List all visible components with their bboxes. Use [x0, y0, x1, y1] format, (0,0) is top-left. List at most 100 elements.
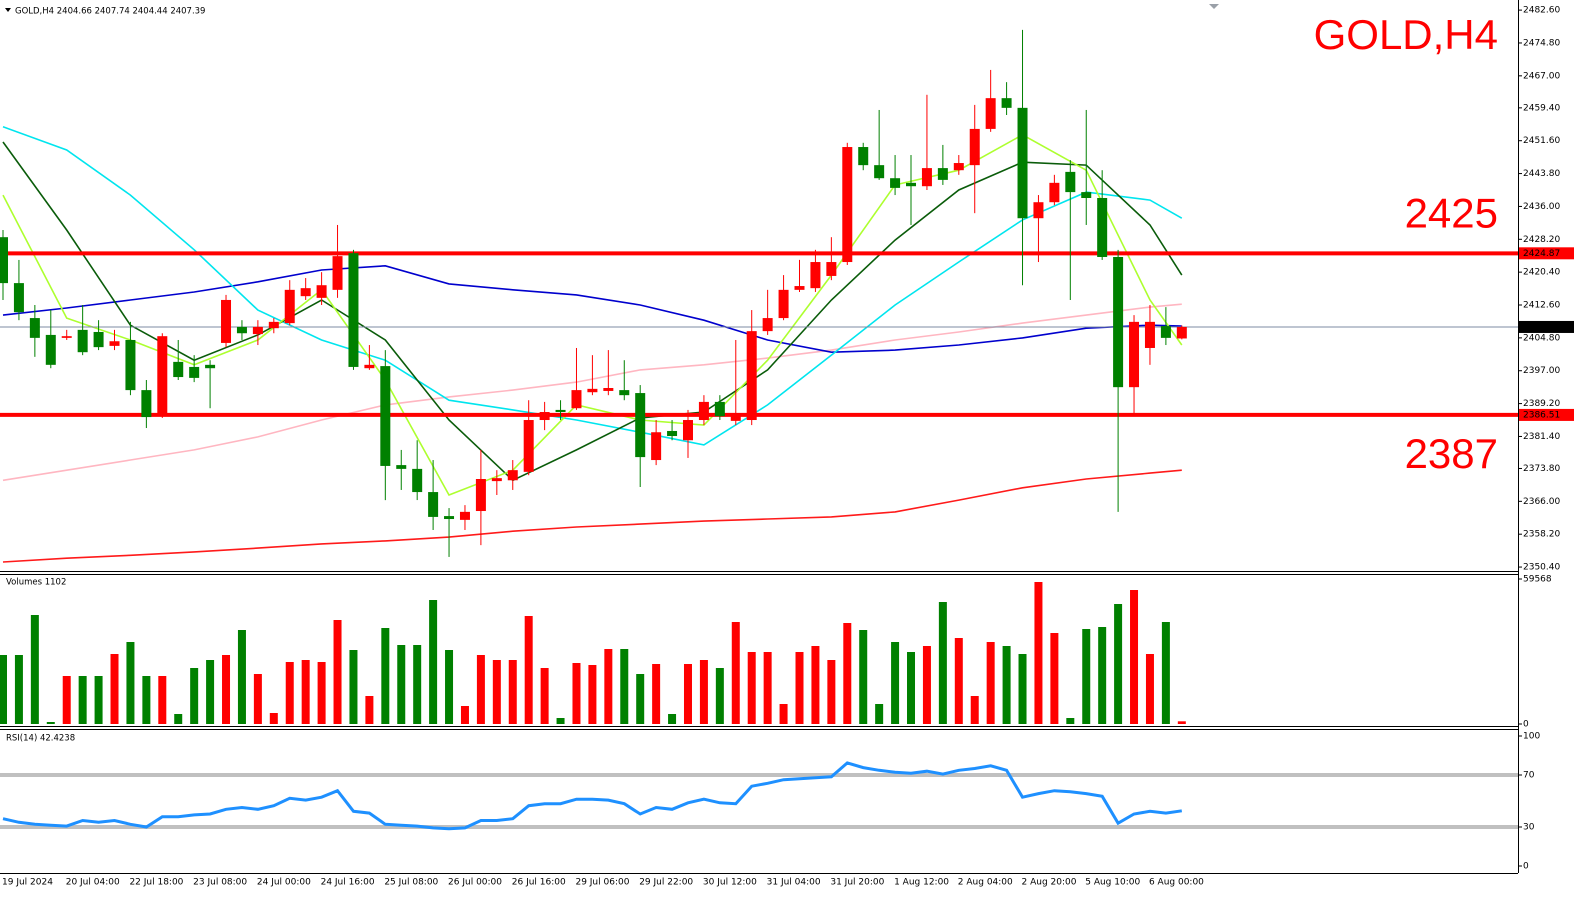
x-tick-label: 1 Aug 12:00 — [894, 878, 949, 888]
volume-bar — [1082, 629, 1091, 724]
volume-bar — [222, 655, 231, 724]
candle-body — [507, 470, 518, 481]
candle-body — [491, 478, 502, 482]
volume-bar — [190, 668, 199, 724]
x-tick-label: 31 Jul 20:00 — [830, 878, 884, 888]
candle-body — [13, 283, 24, 313]
volume-bar — [158, 676, 167, 724]
volume-bar — [1145, 654, 1154, 724]
candle-body — [858, 147, 869, 166]
y-tick-label: 2350.40 — [1523, 563, 1560, 573]
candle-body — [635, 393, 646, 458]
chart-title: GOLD,H4 — [1314, 11, 1498, 58]
candle-body — [428, 492, 439, 517]
x-tick-label: 2 Aug 20:00 — [1022, 878, 1077, 888]
candle-body — [746, 331, 757, 421]
y-tick-label: 2467.00 — [1523, 71, 1560, 81]
x-tick-label: 29 Jul 06:00 — [575, 878, 629, 888]
volume-bar — [30, 615, 39, 724]
candle-body — [205, 364, 216, 369]
volume-bar — [476, 655, 485, 724]
y-tick-label: 2397.00 — [1523, 366, 1560, 376]
candle-body — [0, 237, 8, 284]
volume-bar — [1018, 654, 1027, 724]
y-tick-label: 0 — [1523, 720, 1529, 730]
candle-body — [300, 288, 311, 297]
volume-bar — [986, 642, 995, 724]
candle-body — [396, 465, 407, 469]
candle-body — [364, 364, 375, 369]
candle-body — [1017, 107, 1028, 219]
volume-bar — [540, 668, 549, 724]
x-tick-label: 20 Jul 04:00 — [66, 878, 120, 888]
candle-body — [157, 336, 168, 415]
volume-bar — [62, 676, 71, 724]
volume-bar — [875, 704, 884, 724]
y-tick-label: 2366.00 — [1523, 497, 1560, 507]
candle-body — [619, 390, 630, 396]
candle-body — [1176, 326, 1187, 339]
x-tick-label: 24 Jul 00:00 — [257, 878, 311, 888]
x-tick-label: 30 Jul 12:00 — [703, 878, 757, 888]
moving-average — [2, 264, 1182, 354]
candle-body — [603, 388, 614, 391]
candle-body — [794, 286, 805, 290]
x-tick-label: 26 Jul 16:00 — [512, 878, 566, 888]
y-tick-label: 2482.60 — [1523, 6, 1560, 16]
candle-body — [252, 326, 263, 335]
menu-arrow — [5, 8, 11, 12]
x-tick-label: 23 Jul 08:00 — [193, 878, 247, 888]
volume-bar — [285, 662, 294, 724]
candle-body — [937, 168, 948, 180]
level-annotation: 2425 — [1405, 189, 1498, 236]
candle-body — [29, 318, 40, 338]
volume-bar — [795, 652, 804, 724]
candle-body — [826, 262, 837, 276]
volume-bar — [938, 602, 947, 724]
volume-bar — [110, 654, 119, 724]
candle-body — [969, 128, 980, 166]
candle-body — [284, 289, 295, 324]
x-tick-label: 31 Jul 04:00 — [767, 878, 821, 888]
y-tick-label: 0 — [1523, 862, 1529, 872]
volume-bar — [1161, 622, 1170, 724]
y-tick-label: 2389.20 — [1523, 399, 1560, 409]
moving-average — [2, 141, 1183, 482]
x-tick-label: 25 Jul 08:00 — [384, 878, 438, 888]
y-tick-label: 70 — [1523, 771, 1535, 781]
volume-bar — [1066, 717, 1075, 724]
volume-bar — [604, 649, 613, 724]
volume-bar — [492, 660, 501, 724]
candle-body — [810, 262, 821, 289]
volume-bar — [397, 645, 406, 724]
candle-body — [236, 326, 247, 334]
candle-body — [539, 412, 550, 421]
volume-bar — [508, 660, 517, 724]
candle-body — [380, 366, 391, 466]
volume-bar — [1002, 646, 1011, 724]
candle-body — [1113, 256, 1124, 388]
candle-body — [93, 331, 104, 348]
volume-bar — [731, 622, 740, 724]
candle-body — [77, 329, 88, 353]
candle-body — [189, 366, 200, 378]
candle-body — [906, 182, 917, 187]
volume-bar — [301, 660, 310, 724]
y-tick-label: 30 — [1523, 823, 1535, 833]
volume-bar — [0, 655, 7, 724]
chart-info: GOLD,H4 2404.66 2407.74 2404.44 2407.39 — [15, 7, 205, 17]
candle-body — [571, 390, 582, 409]
candle-body — [555, 409, 566, 413]
volume-bar — [556, 717, 565, 724]
price-tag — [1519, 247, 1574, 260]
volume-bar — [891, 642, 900, 724]
volume-bar — [349, 650, 358, 724]
y-tick-label: 2420.40 — [1523, 268, 1560, 278]
volume-bar — [413, 645, 422, 724]
volume-bar — [620, 649, 629, 724]
candle-body — [778, 289, 789, 319]
y-tick-label: 2373.80 — [1523, 464, 1560, 474]
y-tick-label: 2404.80 — [1523, 333, 1560, 343]
candle-body — [587, 388, 598, 393]
